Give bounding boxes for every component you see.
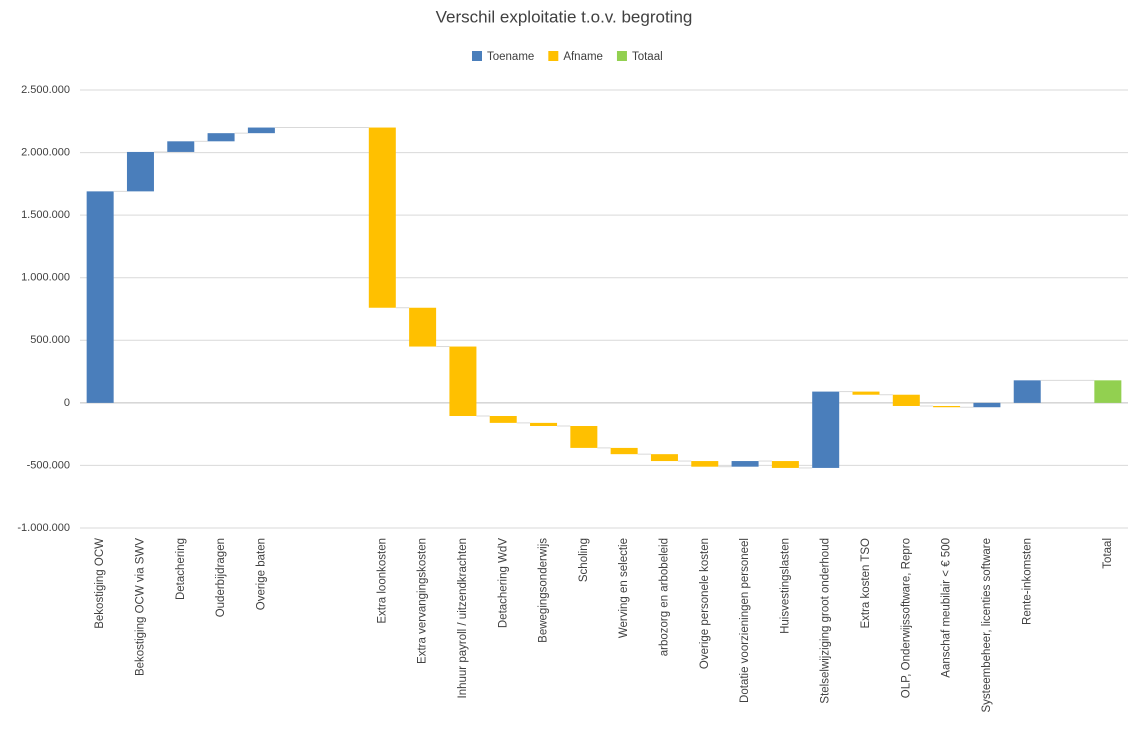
x-tick-label: Detachering (175, 538, 187, 600)
x-tick-label: Detachering WdV (497, 538, 509, 628)
bar (449, 346, 477, 416)
x-tick-label: Extra vervangingskosten (417, 538, 429, 664)
legend-swatch (472, 51, 482, 61)
x-tick-label: Ouderbijdragen (215, 538, 227, 617)
x-tick-label: Bewegingsonderwijs (538, 538, 550, 643)
bar (731, 461, 759, 467)
y-tick-label: -1.000.000 (17, 522, 70, 534)
y-tick-label: 0 (64, 397, 70, 409)
bar (167, 141, 195, 152)
bar (368, 127, 396, 308)
legend-swatch (548, 51, 559, 61)
x-tick-label: OLP, Onderwijssoftware, Repro (900, 538, 912, 698)
bar (892, 394, 920, 406)
x-tick-label: Systeembeheer, licenties software (981, 538, 993, 713)
x-tick-label: arbozorg en arbobeleid (658, 538, 670, 656)
legend-swatch (616, 51, 627, 61)
y-tick-label: 1.000.000 (21, 272, 70, 284)
bar (1013, 380, 1041, 403)
bar (570, 426, 598, 448)
x-tick-label: Stelselwijziging groot onderhoud (820, 538, 832, 704)
chart-title: Verschil exploitatie t.o.v. begroting (436, 7, 693, 26)
y-tick-label: -500.000 (27, 459, 70, 471)
bar (530, 422, 558, 427)
bar (812, 391, 840, 468)
bar (409, 307, 437, 347)
bar (691, 461, 719, 467)
x-tick-label: Scholing (578, 538, 590, 582)
bar (86, 191, 114, 403)
y-tick-label: 2.500.000 (21, 84, 70, 96)
bar (973, 402, 1001, 408)
bar (1094, 380, 1122, 403)
bar (610, 447, 638, 455)
x-tick-label: Overige personele kosten (699, 538, 711, 669)
x-tick-label: Extra kosten TSO (860, 538, 872, 629)
y-tick-label: 500.000 (30, 334, 70, 346)
y-tick-label: 2.000.000 (21, 146, 70, 158)
x-tick-label: Werving en selectie (618, 538, 630, 638)
bar (771, 461, 799, 468)
legend-label: Afname (563, 51, 603, 63)
bar (207, 133, 235, 142)
bar (247, 127, 275, 134)
x-tick-label: Huisvestingslasten (779, 538, 791, 634)
bar (650, 454, 678, 462)
x-tick-label: Bekostiging OCW (94, 538, 106, 629)
x-tick-label: Rente-inkomsten (1021, 538, 1033, 625)
bar (126, 151, 154, 192)
x-tick-label: Overige baten (255, 538, 267, 610)
legend-label: Totaal (632, 51, 663, 63)
bar (852, 391, 880, 395)
y-tick-label: 1.500.000 (21, 209, 70, 221)
x-tick-label: Extra loonkosten (376, 538, 388, 624)
x-tick-label: Dotatie voorzieningen personeel (739, 538, 751, 703)
x-tick-label: Aanschaf meubilair < € 500 (941, 538, 953, 678)
x-tick-label: Inhuur payroll / uitzendkrachten (457, 538, 469, 698)
legend-label: Toename (487, 51, 534, 63)
bar (933, 405, 961, 408)
x-tick-label: Totaal (1102, 538, 1114, 569)
x-tick-label: Bekostiging OCW via SWV (134, 538, 146, 676)
bar (489, 415, 517, 423)
